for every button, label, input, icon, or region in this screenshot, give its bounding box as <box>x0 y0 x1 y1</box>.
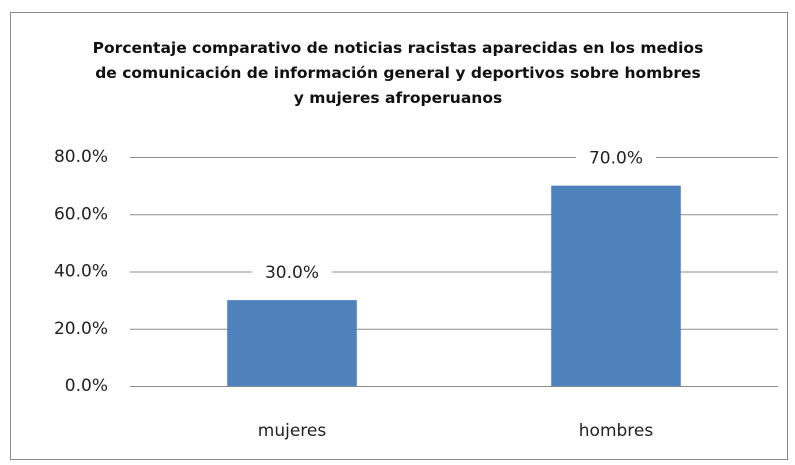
bar <box>551 185 681 386</box>
value-label-bg <box>576 145 656 172</box>
bar <box>227 300 357 386</box>
y-tick-label: 80.0% <box>54 147 108 167</box>
chart-title: Porcentaje comparativo de noticias racis… <box>92 39 704 107</box>
x-tick-label: hombres <box>579 421 654 441</box>
y-tick-label: 20.0% <box>54 319 108 339</box>
value-label: 70.0% <box>589 149 643 169</box>
x-tick-label: mujeres <box>258 421 327 441</box>
value-label-bg <box>252 260 332 287</box>
y-tick-label: 40.0% <box>54 262 108 282</box>
y-tick-label: 60.0% <box>54 204 108 224</box>
value-label: 30.0% <box>265 263 319 283</box>
y-tick-label: 0.0% <box>65 376 108 396</box>
